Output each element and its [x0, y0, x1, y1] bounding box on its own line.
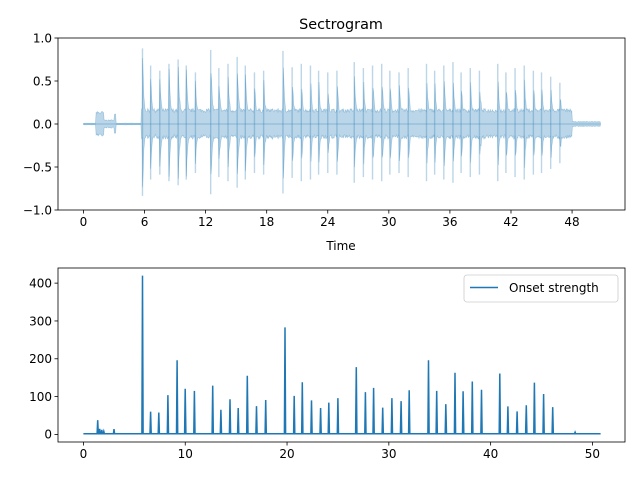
waveform-x-tick-label: 42 [503, 215, 518, 229]
waveform-x-tick-label: 6 [141, 215, 149, 229]
onset-strength-data [83, 275, 601, 435]
waveform-x-tick-label: 24 [320, 215, 335, 229]
waveform-x-tick-label: 48 [564, 215, 579, 229]
waveform-y-tick-label: 0.5 [33, 74, 52, 88]
onset-strength-line [83, 275, 601, 435]
waveform-envelope [83, 57, 601, 188]
onset-strength-y-tick-label: 300 [29, 314, 52, 328]
onset-strength-x-tick-label: 20 [279, 447, 294, 461]
waveform-x-tick-label: 30 [381, 215, 396, 229]
onset-strength-x-tick-label: 30 [381, 447, 396, 461]
waveform-x-tick-label: 12 [198, 215, 213, 229]
onset-strength-x-tick-label: 50 [585, 447, 600, 461]
waveform-x-tick-label: 36 [442, 215, 457, 229]
onset-strength-x-ticks: 0 10 20 30 40 50 [80, 442, 600, 461]
legend: Onset strength [463, 274, 619, 303]
onset-strength-y-tick-label: 100 [29, 390, 52, 404]
waveform-x-tick-label: 18 [259, 215, 274, 229]
waveform-x-tick-label: 0 [80, 215, 88, 229]
onset-strength-y-tick-label: 0 [44, 428, 52, 442]
onset-strength-axes-frame [57, 267, 626, 443]
legend-box [463, 274, 619, 303]
onset-strength-y-ticks: 400 300 200 100 0 [29, 276, 58, 442]
waveform-y-tick-label: −1.0 [23, 203, 52, 217]
onset-strength-x-tick-label: 0 [80, 447, 88, 461]
waveform-x-axis-label: Time [325, 239, 355, 253]
onset-strength-subplot: 0 10 20 30 40 50 400 300 200 100 0 Onset strength [29, 267, 626, 461]
waveform-y-tick-label: 0.0 [33, 117, 52, 131]
legend-label: Onset strength [509, 281, 599, 295]
onset-strength-y-tick-label: 400 [29, 276, 52, 290]
waveform-data [83, 48, 601, 196]
onset-strength-x-tick-label: 10 [178, 447, 193, 461]
waveform-title: Sectrogram [299, 17, 383, 33]
onset-strength-x-tick-label: 40 [483, 447, 498, 461]
waveform-subplot: Sectrogram 0 6 12 18 24 30 36 42 48 1.0 0.5 0.0 −0.… [23, 17, 626, 253]
waveform-y-tick-label: −0.5 [23, 160, 52, 174]
onset-strength-y-tick-label: 200 [29, 352, 52, 366]
waveform-y-tick-label: 1.0 [33, 31, 52, 45]
waveform-x-ticks: 0 6 12 18 24 30 36 42 48 [80, 210, 580, 229]
waveform-y-ticks: 1.0 0.5 0.0 −0.5 −1.0 [23, 31, 58, 217]
